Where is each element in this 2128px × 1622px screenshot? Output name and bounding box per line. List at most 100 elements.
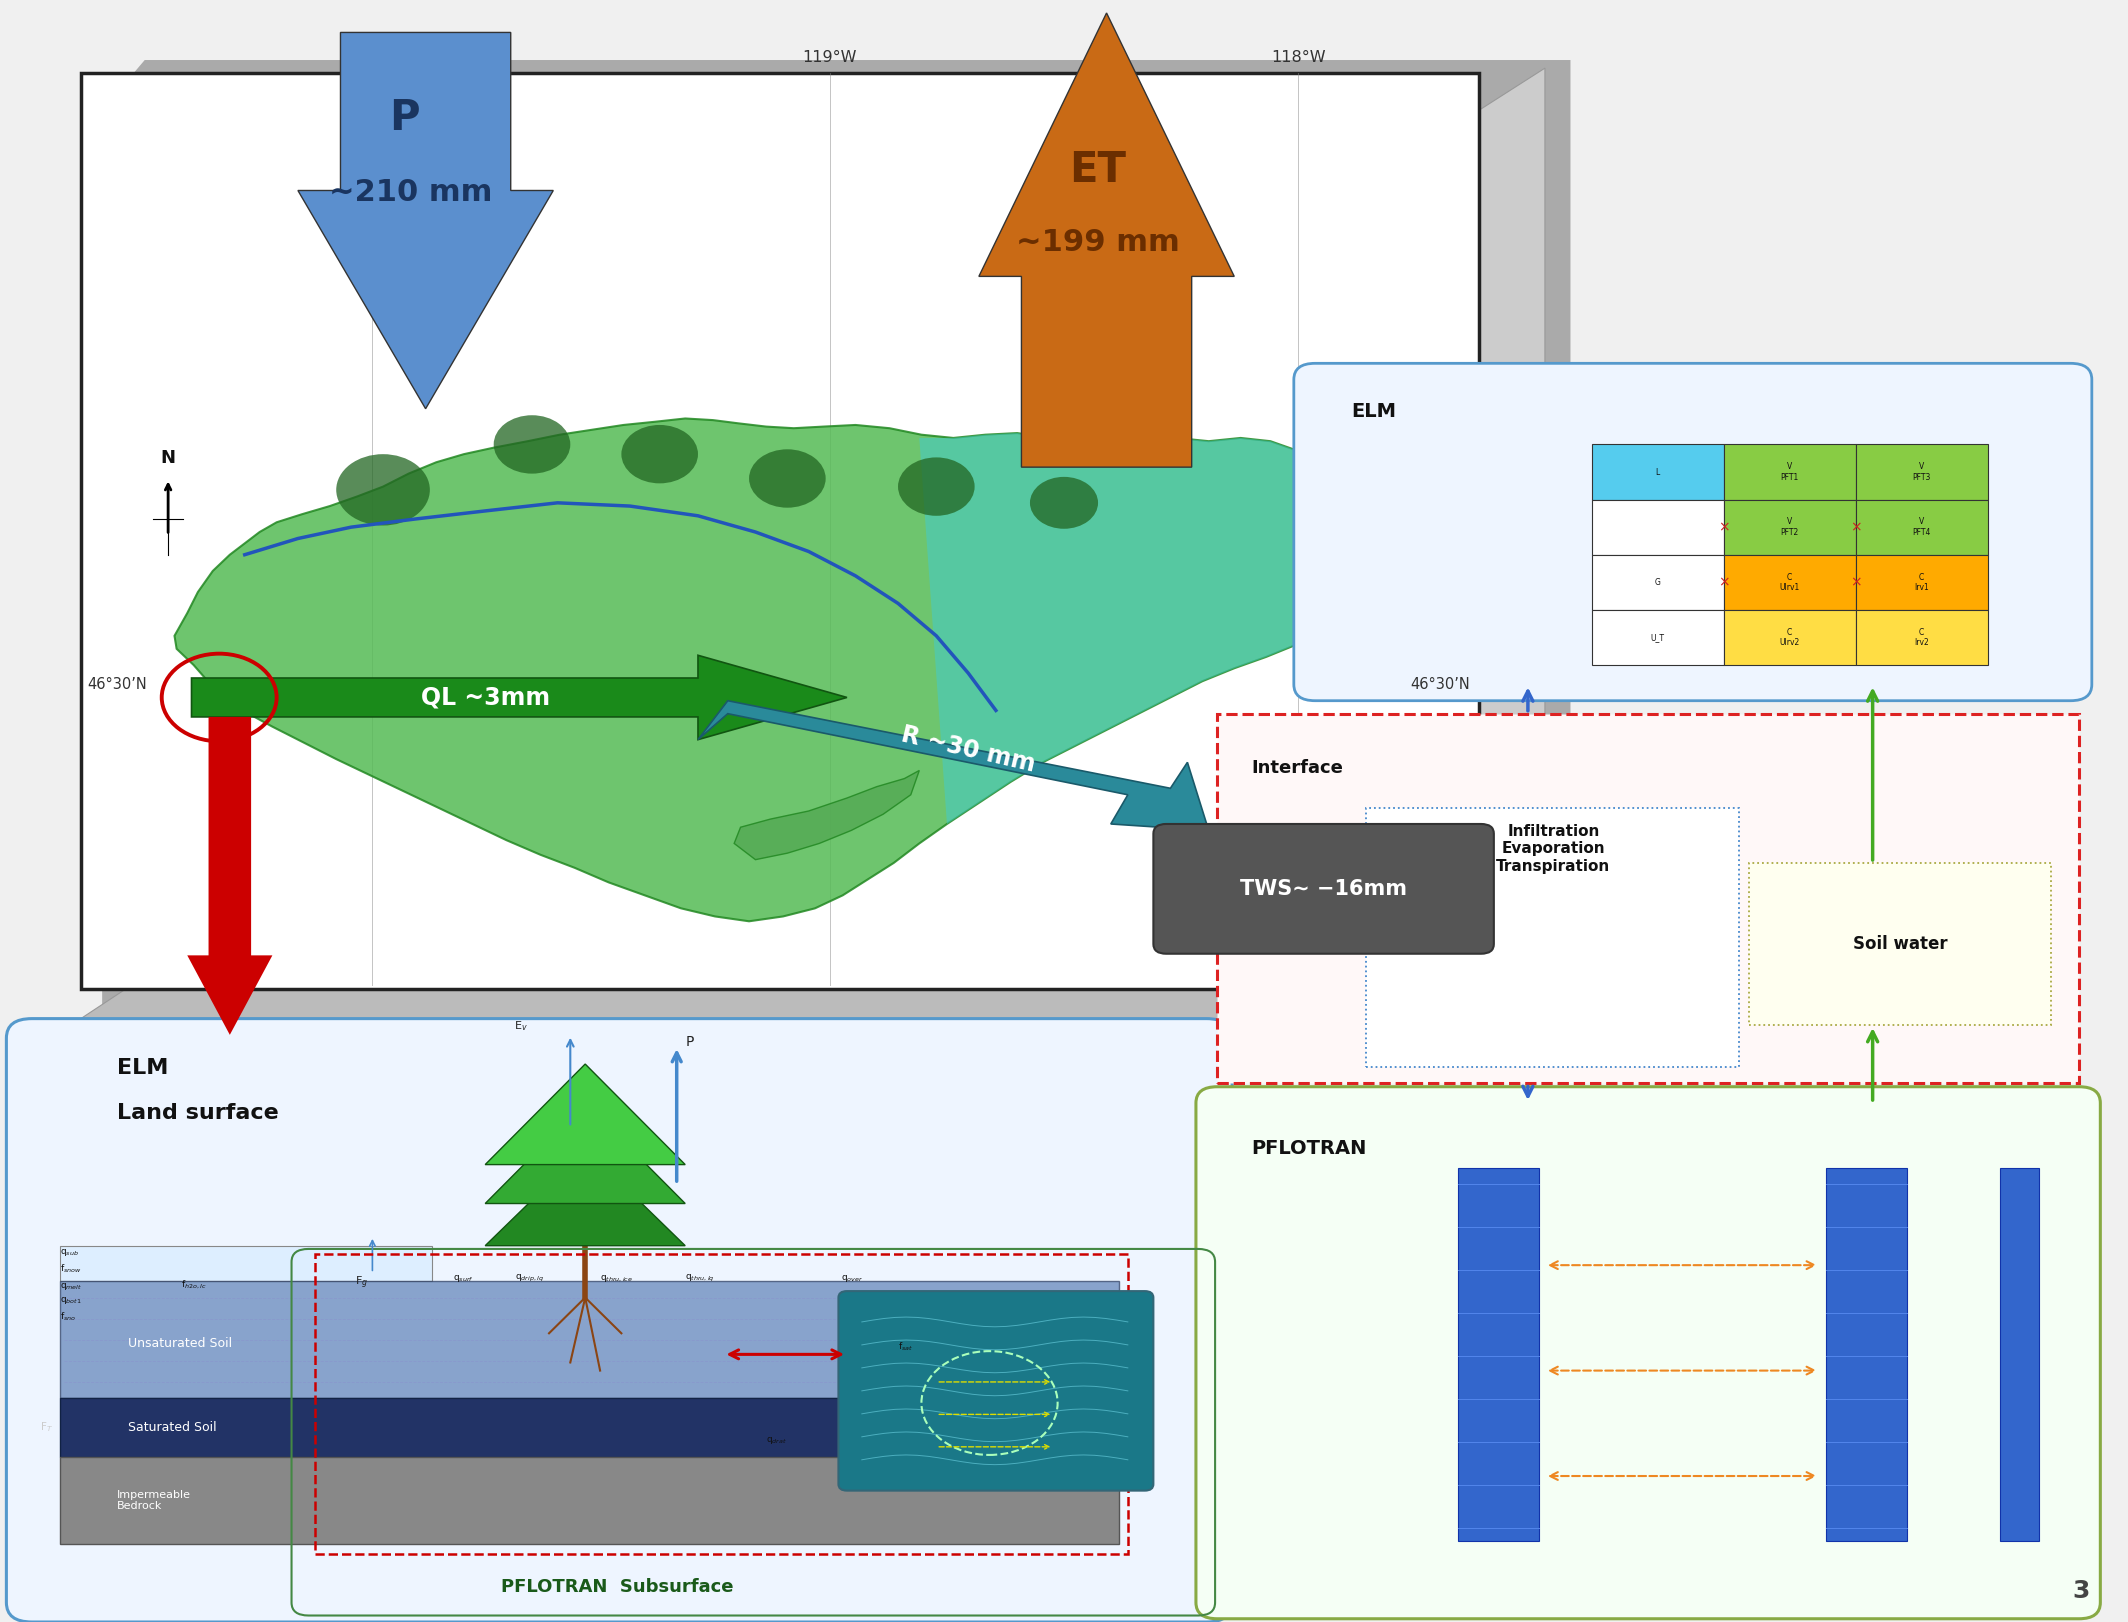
Text: C
Irv1: C Irv1 <box>1915 573 1928 592</box>
Text: Unsaturated Soil: Unsaturated Soil <box>128 1337 232 1350</box>
Text: C
Ulrv2: C Ulrv2 <box>1779 628 1800 647</box>
FancyBboxPatch shape <box>81 73 1479 989</box>
Text: ×: × <box>1849 521 1862 534</box>
Text: L: L <box>1656 467 1660 477</box>
Text: F$_T$: F$_T$ <box>40 1421 53 1434</box>
Text: ×: × <box>1849 576 1862 589</box>
Text: V
PFT2: V PFT2 <box>1781 517 1798 537</box>
FancyBboxPatch shape <box>1592 555 1724 610</box>
Polygon shape <box>919 433 1409 824</box>
Circle shape <box>336 454 430 526</box>
Text: ~210 mm: ~210 mm <box>330 178 492 208</box>
Circle shape <box>621 425 698 483</box>
FancyBboxPatch shape <box>1856 555 1988 610</box>
Text: V
PFT3: V PFT3 <box>1913 462 1930 482</box>
Text: V
PFT1: V PFT1 <box>1781 462 1798 482</box>
Polygon shape <box>734 770 919 860</box>
Text: Infiltration
Evaporation
Transpiration: Infiltration Evaporation Transpiration <box>1496 824 1611 874</box>
FancyBboxPatch shape <box>838 1291 1153 1491</box>
Polygon shape <box>485 1103 685 1204</box>
Circle shape <box>1030 477 1098 529</box>
Polygon shape <box>1479 68 1545 1019</box>
Polygon shape <box>979 13 1234 467</box>
Text: ELM: ELM <box>1351 402 1396 422</box>
Text: q$_{bot1}$: q$_{bot1}$ <box>60 1296 81 1306</box>
Polygon shape <box>187 717 272 1035</box>
Text: E$_v$: E$_v$ <box>515 1019 528 1033</box>
FancyBboxPatch shape <box>1749 863 2051 1025</box>
FancyBboxPatch shape <box>1217 714 2079 1083</box>
FancyBboxPatch shape <box>1724 500 1856 555</box>
Polygon shape <box>81 976 1545 1019</box>
FancyBboxPatch shape <box>1592 610 1724 665</box>
Text: C
Irv2: C Irv2 <box>1915 628 1928 647</box>
Text: q$_{melt}$: q$_{melt}$ <box>60 1281 81 1291</box>
FancyBboxPatch shape <box>1826 1168 1907 1541</box>
Text: q$_{over}$: q$_{over}$ <box>841 1273 862 1283</box>
Text: q$_{surf}$: q$_{surf}$ <box>453 1273 475 1283</box>
Text: ELM: ELM <box>117 1058 168 1077</box>
Circle shape <box>749 449 826 508</box>
FancyBboxPatch shape <box>1856 444 1988 500</box>
FancyBboxPatch shape <box>1724 444 1856 500</box>
Text: 120°W: 120°W <box>345 50 400 65</box>
FancyBboxPatch shape <box>2000 1168 2039 1541</box>
Text: PFLOTRAN: PFLOTRAN <box>1251 1139 1366 1158</box>
Text: f$_{snow}$: f$_{snow}$ <box>60 1262 81 1275</box>
Circle shape <box>494 415 570 474</box>
FancyBboxPatch shape <box>6 1019 1232 1622</box>
Text: 118°W: 118°W <box>1270 50 1326 65</box>
FancyBboxPatch shape <box>60 1457 1119 1544</box>
FancyBboxPatch shape <box>60 1281 1119 1398</box>
Text: q$_{sub}$: q$_{sub}$ <box>60 1247 79 1257</box>
FancyBboxPatch shape <box>1294 363 2092 701</box>
Polygon shape <box>102 60 1570 1041</box>
Polygon shape <box>298 32 553 409</box>
Text: f$_{h2o,lc}$: f$_{h2o,lc}$ <box>181 1278 206 1291</box>
Text: TWS∼ −16mm: TWS∼ −16mm <box>1241 879 1407 899</box>
Text: f$_{sat}$: f$_{sat}$ <box>898 1340 913 1353</box>
Circle shape <box>898 457 975 516</box>
Text: ET: ET <box>1070 149 1126 191</box>
Text: Saturated Soil: Saturated Soil <box>128 1421 217 1434</box>
Polygon shape <box>192 655 847 740</box>
Text: PFLOTRAN  Subsurface: PFLOTRAN Subsurface <box>500 1578 734 1596</box>
Polygon shape <box>485 1064 685 1165</box>
FancyBboxPatch shape <box>1856 500 1988 555</box>
FancyBboxPatch shape <box>60 1398 1119 1457</box>
Text: q$_{thru,ice}$: q$_{thru,ice}$ <box>600 1273 632 1283</box>
Text: N: N <box>160 449 177 467</box>
Text: Interface: Interface <box>1251 759 1343 777</box>
FancyBboxPatch shape <box>60 1246 432 1281</box>
Text: q$_{drat}$: q$_{drat}$ <box>766 1435 787 1445</box>
Text: f$_{sno}$: f$_{sno}$ <box>60 1311 77 1324</box>
Text: Land surface: Land surface <box>117 1103 279 1122</box>
Text: P: P <box>389 97 419 139</box>
Text: C
Ulrv1: C Ulrv1 <box>1779 573 1800 592</box>
Text: G: G <box>1656 577 1660 587</box>
Text: Soil water: Soil water <box>1853 934 1947 954</box>
Text: R ~30 mm: R ~30 mm <box>898 722 1038 777</box>
Text: QL ~3mm: QL ~3mm <box>421 686 549 709</box>
Text: ×: × <box>1717 521 1730 534</box>
Text: 46°30’N: 46°30’N <box>1411 676 1470 693</box>
Polygon shape <box>174 418 1409 921</box>
Text: ~199 mm: ~199 mm <box>1017 229 1179 258</box>
Text: 119°W: 119°W <box>802 50 858 65</box>
FancyBboxPatch shape <box>1366 808 1739 1067</box>
Text: 46°30’N: 46°30’N <box>87 676 147 693</box>
Text: q$_{thru,lq}$: q$_{thru,lq}$ <box>685 1273 715 1283</box>
Text: V
PFT4: V PFT4 <box>1913 517 1930 537</box>
Text: Impermeable
Bedrock: Impermeable Bedrock <box>117 1489 192 1512</box>
FancyBboxPatch shape <box>1592 500 1724 555</box>
Text: ×: × <box>1717 576 1730 589</box>
Text: F$_g$: F$_g$ <box>355 1275 368 1291</box>
FancyBboxPatch shape <box>1458 1168 1539 1541</box>
Text: q$_{drip,lq}$: q$_{drip,lq}$ <box>515 1273 545 1283</box>
FancyBboxPatch shape <box>1856 610 1988 665</box>
FancyBboxPatch shape <box>1724 610 1856 665</box>
Polygon shape <box>698 701 1209 830</box>
Text: 3: 3 <box>2073 1578 2090 1603</box>
Text: P: P <box>685 1035 694 1049</box>
FancyBboxPatch shape <box>1196 1087 2100 1619</box>
